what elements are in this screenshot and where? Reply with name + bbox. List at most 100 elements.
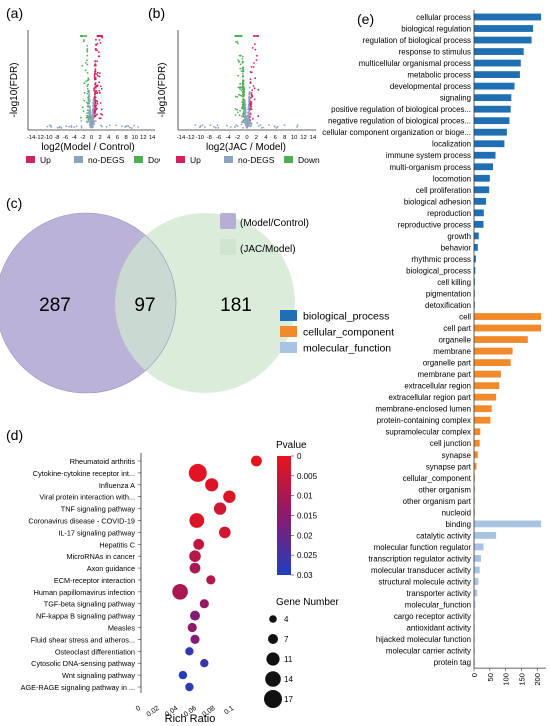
volcano-point — [94, 43, 97, 46]
volcano-x-tick-label: 10 — [131, 135, 137, 141]
venn-right-count: 181 — [220, 295, 252, 316]
bubble-point — [189, 562, 201, 574]
volcano-point — [226, 124, 228, 127]
volcano-point — [253, 62, 255, 64]
volcano-point — [283, 124, 286, 127]
volcano-point — [240, 89, 243, 91]
volcano-point — [242, 70, 245, 73]
volcano-point — [99, 102, 102, 104]
go-bar — [474, 128, 507, 136]
volcano-point — [94, 110, 97, 113]
go-x-tick-label: 100 — [502, 673, 511, 686]
pvalue-tick-label: 0.01 — [297, 492, 313, 501]
gene-number-legend-title: Gene Number — [276, 597, 339, 608]
go-x-tick-label: 150 — [517, 673, 526, 686]
volcano-point — [100, 87, 103, 90]
volcano-x-tick-label: -4 — [226, 135, 232, 141]
volcano-point — [239, 83, 242, 85]
volcano-point — [253, 43, 256, 46]
volcano-point — [242, 102, 245, 104]
volcano-point — [96, 113, 98, 116]
go-bar — [474, 601, 476, 608]
volcano-point — [240, 123, 243, 126]
volcano-point — [46, 125, 49, 128]
volcano-point — [96, 91, 99, 94]
volcano-point — [257, 125, 260, 127]
go-bar — [474, 140, 505, 148]
volcano-point — [250, 108, 253, 110]
volcano-point — [243, 121, 246, 124]
go-bar — [474, 267, 476, 274]
go-term-label: extracellular region part — [389, 393, 472, 402]
volcano-legend-swatch — [134, 156, 143, 163]
volcano-point — [58, 125, 61, 128]
volcano-point — [88, 98, 91, 100]
volcano-point — [87, 83, 89, 86]
go-legend-label: molecular_function — [303, 343, 391, 355]
go-term-label: multicellular organismal process — [359, 59, 471, 68]
volcano-point — [93, 90, 96, 92]
volcano-point — [251, 95, 254, 98]
venn-legend-label-2: (JAC/Model) — [240, 244, 296, 255]
volcano-point — [237, 59, 240, 61]
volcano-point — [94, 83, 96, 86]
pvalue-colorbar — [277, 456, 291, 575]
venn-overlap-count: 97 — [134, 295, 155, 316]
volcano-point — [90, 122, 92, 125]
go-term-label: molecular transducer activity — [371, 566, 471, 575]
volcano-point — [241, 55, 244, 58]
go-term-label: developmental process — [390, 82, 471, 91]
go-term-label: immune system process — [386, 151, 471, 160]
bubble-category-label: MicroRNAs in cancer — [66, 552, 135, 561]
volcano-point — [229, 126, 232, 128]
volcano-point — [194, 124, 197, 126]
bubble-x-tick-label: 0.1 — [223, 705, 235, 716]
bubble-category-label: Measles — [108, 624, 136, 633]
volcano-point — [82, 40, 85, 43]
volcano-point — [86, 45, 89, 47]
volcano-legend-label: Up — [40, 155, 51, 165]
volcano-point — [95, 120, 97, 123]
volcano-point — [89, 120, 92, 122]
volcano-point — [240, 95, 243, 97]
volcano-point — [243, 108, 245, 111]
volcano-point — [86, 63, 89, 66]
volcano-legend-swatch — [176, 156, 185, 163]
volcano-point — [238, 35, 240, 37]
volcano-point — [96, 71, 99, 74]
volcano-point — [242, 74, 244, 77]
go-term-label: locomotion — [433, 174, 471, 183]
gene-number-legend-label: 7 — [284, 635, 289, 644]
go-bar — [474, 589, 478, 597]
go-term-label: transporter activity — [407, 589, 472, 598]
volcano-point — [94, 104, 96, 107]
volcano-point — [244, 106, 247, 109]
volcano-point — [86, 79, 89, 82]
volcano-legend-swatch — [74, 156, 83, 163]
volcano-point — [48, 124, 51, 127]
go-term-label: behavior — [441, 243, 472, 252]
volcano-point — [96, 60, 99, 63]
bubble-category-label: AGE-RAGE signaling pathway in ... — [21, 683, 135, 692]
go-bar — [474, 244, 478, 251]
volcano-point — [86, 109, 89, 111]
go-term-label: growth — [447, 232, 471, 241]
volcano-legend-label: no-DEGS — [238, 155, 275, 165]
volcano-point — [249, 109, 251, 111]
bubble-point — [199, 599, 209, 609]
volcano-point — [98, 92, 101, 94]
volcano-point — [88, 114, 91, 117]
volcano-point — [242, 80, 245, 83]
go-bar — [474, 163, 493, 171]
volcano-point — [241, 82, 244, 84]
bubble-category-label: IL-17 signaling pathway — [58, 528, 135, 537]
volcano-legend-swatch — [224, 156, 233, 163]
volcano-point — [85, 80, 88, 83]
go-bar — [474, 25, 534, 32]
go-term-label: regulation of biological process — [363, 36, 471, 45]
volcano-point — [250, 125, 252, 127]
volcano-point — [73, 126, 76, 128]
go-bar — [474, 71, 520, 78]
volcano-point — [87, 77, 90, 80]
go-bar — [474, 48, 524, 55]
